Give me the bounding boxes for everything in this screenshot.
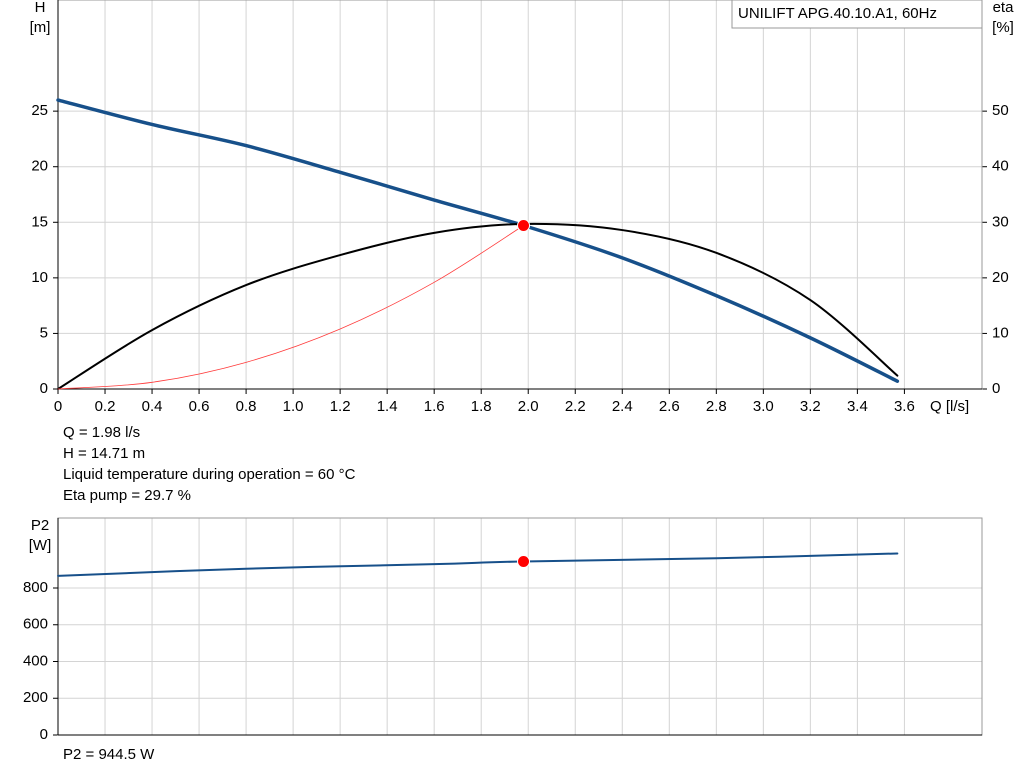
operating-point — [517, 554, 531, 568]
operating-point — [517, 219, 531, 233]
x-tick-label: 0.2 — [95, 398, 116, 415]
y-axis-label: [m] — [30, 19, 51, 36]
y-tick-label: 15 — [31, 213, 48, 230]
x-tick-label: 3.4 — [847, 398, 868, 415]
x-axis-label: Q [l/s] — [930, 398, 969, 415]
y-tick-label: 600 — [23, 616, 48, 633]
curve — [57, 552, 899, 577]
plot-frame — [57, 0, 983, 390]
note: P2 = 944.5 W — [63, 746, 155, 763]
curve — [56, 98, 900, 383]
y2-tick-label: 30 — [992, 213, 1009, 230]
curve — [57, 222, 899, 390]
model-label: UNILIFT APG.40.10.A1, 60Hz — [738, 5, 937, 22]
y-tick-label: 200 — [23, 689, 48, 706]
x-tick-label: 0.8 — [236, 398, 257, 415]
y-tick-label: 10 — [31, 269, 48, 286]
x-tick-label: 0 — [54, 398, 62, 415]
y-tick-label: 25 — [31, 102, 48, 119]
x-tick-label: 0.4 — [142, 398, 163, 415]
x-tick-label: 3.6 — [894, 398, 915, 415]
y2-axis-label: eta — [993, 0, 1015, 16]
x-tick-label: 2.6 — [659, 398, 680, 415]
curve — [57, 225, 524, 390]
y-tick-label: 0 — [40, 380, 48, 397]
x-tick-label: 2.2 — [565, 398, 586, 415]
x-tick-label: 1.4 — [377, 398, 398, 415]
y-tick-label: 800 — [23, 579, 48, 596]
x-tick-label: 1.0 — [283, 398, 304, 415]
x-tick-label: 3.2 — [800, 398, 821, 415]
y-axis-label: H — [35, 0, 46, 16]
note: H = 14.71 m — [63, 445, 145, 462]
x-tick-label: 2.0 — [518, 398, 539, 415]
note: Liquid temperature during operation = 60… — [63, 466, 356, 483]
y-tick-label: 5 — [40, 324, 48, 341]
x-tick-label: 1.2 — [330, 398, 351, 415]
y2-axis-label: [%] — [992, 19, 1014, 36]
y-axis-label: P2 — [31, 517, 49, 534]
note: Q = 1.98 l/s — [63, 424, 140, 441]
y2-tick-label: 10 — [992, 324, 1009, 341]
y-tick-label: 0 — [40, 726, 48, 743]
model-box — [731, 0, 983, 29]
plot-frame — [57, 517, 983, 736]
x-tick-label: 1.8 — [471, 398, 492, 415]
y2-tick-label: 0 — [992, 380, 1000, 397]
x-tick-label: 2.8 — [706, 398, 727, 415]
y-tick-label: 20 — [31, 158, 48, 175]
y2-tick-label: 50 — [992, 102, 1009, 119]
x-tick-label: 1.6 — [424, 398, 445, 415]
y2-tick-label: 40 — [992, 158, 1009, 175]
x-tick-label: 0.6 — [189, 398, 210, 415]
y2-tick-label: 20 — [992, 269, 1009, 286]
y-tick-label: 400 — [23, 652, 48, 669]
y-axis-label: [W] — [29, 537, 52, 554]
x-tick-label: 2.4 — [612, 398, 633, 415]
note: Eta pump = 29.7 % — [63, 487, 191, 504]
x-tick-label: 3.0 — [753, 398, 774, 415]
